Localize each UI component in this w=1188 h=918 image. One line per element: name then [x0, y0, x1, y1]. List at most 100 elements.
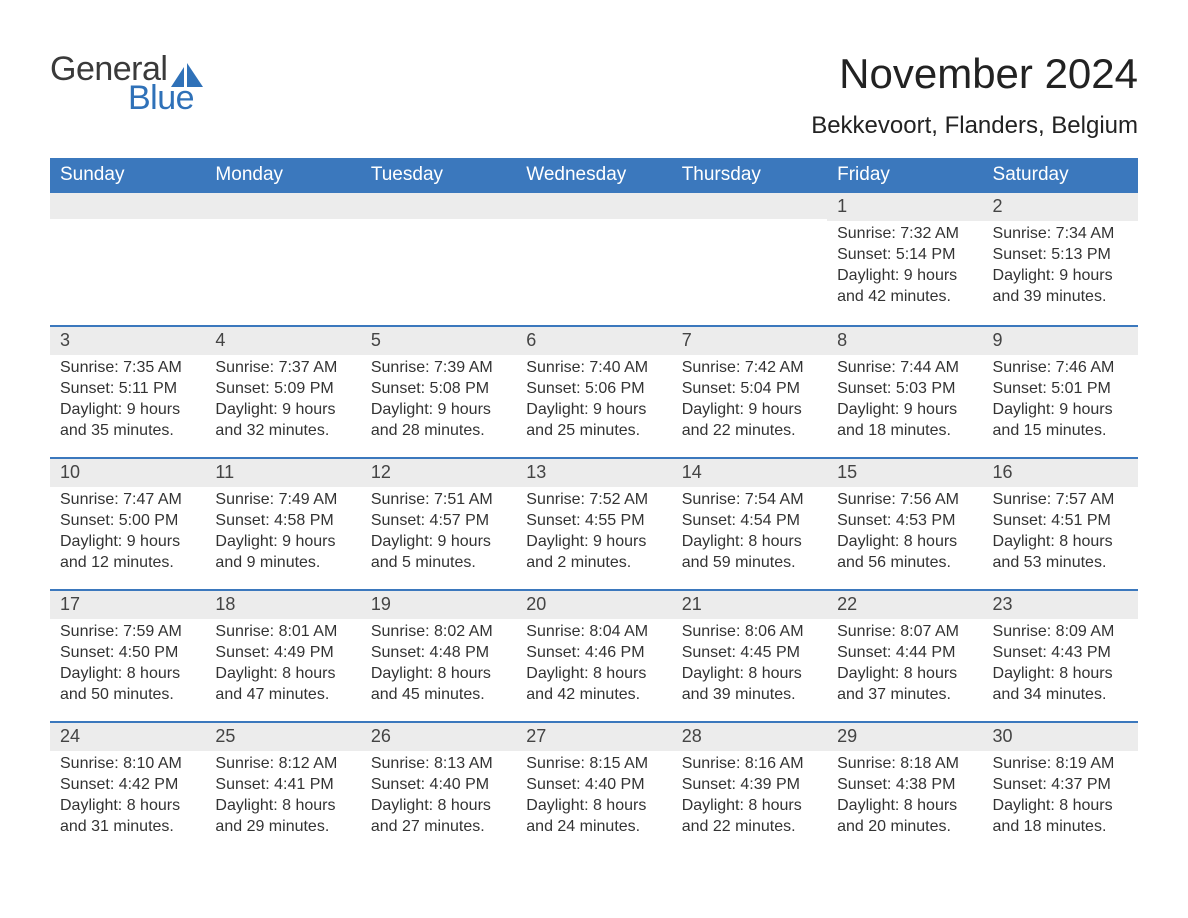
day-number: 5	[361, 327, 516, 355]
daylight-line-2: and 22 minutes.	[682, 421, 817, 442]
sunset-line: Sunset: 4:57 PM	[371, 511, 506, 532]
sunset-line: Sunset: 4:58 PM	[215, 511, 350, 532]
calendar: Sunday Monday Tuesday Wednesday Thursday…	[50, 158, 1138, 853]
day-body: Sunrise: 7:56 AMSunset: 4:53 PMDaylight:…	[827, 487, 982, 583]
day-cell: 15Sunrise: 7:56 AMSunset: 4:53 PMDayligh…	[827, 459, 982, 589]
sunset-line: Sunset: 4:51 PM	[993, 511, 1128, 532]
day-number: 15	[827, 459, 982, 487]
daylight-line-1: Daylight: 9 hours	[526, 532, 661, 553]
day-body: Sunrise: 7:52 AMSunset: 4:55 PMDaylight:…	[516, 487, 671, 583]
day-number: 25	[205, 723, 360, 751]
day-body: Sunrise: 8:10 AMSunset: 4:42 PMDaylight:…	[50, 751, 205, 847]
weekday-header: Thursday	[672, 158, 827, 193]
daylight-line-1: Daylight: 8 hours	[60, 664, 195, 685]
day-number: 24	[50, 723, 205, 751]
empty-day-band	[361, 193, 516, 219]
week-row: 3Sunrise: 7:35 AMSunset: 5:11 PMDaylight…	[50, 325, 1138, 457]
empty-day-band	[50, 193, 205, 219]
header: General Blue November 2024 Bekkevoort, F…	[50, 50, 1138, 140]
daylight-line-1: Daylight: 8 hours	[993, 796, 1128, 817]
weekday-header-row: Sunday Monday Tuesday Wednesday Thursday…	[50, 158, 1138, 193]
day-body: Sunrise: 7:32 AMSunset: 5:14 PMDaylight:…	[827, 221, 982, 317]
weekday-header: Friday	[827, 158, 982, 193]
daylight-line-1: Daylight: 8 hours	[371, 796, 506, 817]
day-body: Sunrise: 7:54 AMSunset: 4:54 PMDaylight:…	[672, 487, 827, 583]
sunrise-line: Sunrise: 7:32 AM	[837, 224, 972, 245]
sunset-line: Sunset: 4:45 PM	[682, 643, 817, 664]
sunset-line: Sunset: 4:37 PM	[993, 775, 1128, 796]
sunrise-line: Sunrise: 7:56 AM	[837, 490, 972, 511]
daylight-line-2: and 59 minutes.	[682, 553, 817, 574]
daylight-line-2: and 18 minutes.	[993, 817, 1128, 838]
day-body: Sunrise: 7:57 AMSunset: 4:51 PMDaylight:…	[983, 487, 1138, 583]
daylight-line-1: Daylight: 9 hours	[682, 400, 817, 421]
day-number: 7	[672, 327, 827, 355]
day-cell: 21Sunrise: 8:06 AMSunset: 4:45 PMDayligh…	[672, 591, 827, 721]
daylight-line-1: Daylight: 8 hours	[993, 664, 1128, 685]
empty-day-band	[205, 193, 360, 219]
sunrise-line: Sunrise: 7:57 AM	[993, 490, 1128, 511]
sunrise-line: Sunrise: 7:42 AM	[682, 358, 817, 379]
sunset-line: Sunset: 4:49 PM	[215, 643, 350, 664]
day-cell: 22Sunrise: 8:07 AMSunset: 4:44 PMDayligh…	[827, 591, 982, 721]
weekday-header: Saturday	[983, 158, 1138, 193]
daylight-line-2: and 31 minutes.	[60, 817, 195, 838]
sunset-line: Sunset: 4:55 PM	[526, 511, 661, 532]
day-cell: 27Sunrise: 8:15 AMSunset: 4:40 PMDayligh…	[516, 723, 671, 853]
day-cell: 4Sunrise: 7:37 AMSunset: 5:09 PMDaylight…	[205, 327, 360, 457]
day-cell	[361, 193, 516, 325]
daylight-line-1: Daylight: 8 hours	[682, 532, 817, 553]
day-cell: 18Sunrise: 8:01 AMSunset: 4:49 PMDayligh…	[205, 591, 360, 721]
day-number: 22	[827, 591, 982, 619]
day-body: Sunrise: 8:09 AMSunset: 4:43 PMDaylight:…	[983, 619, 1138, 715]
daylight-line-1: Daylight: 8 hours	[60, 796, 195, 817]
day-cell: 19Sunrise: 8:02 AMSunset: 4:48 PMDayligh…	[361, 591, 516, 721]
day-cell: 17Sunrise: 7:59 AMSunset: 4:50 PMDayligh…	[50, 591, 205, 721]
sunrise-line: Sunrise: 8:19 AM	[993, 754, 1128, 775]
sunset-line: Sunset: 4:48 PM	[371, 643, 506, 664]
daylight-line-1: Daylight: 8 hours	[993, 532, 1128, 553]
day-body: Sunrise: 8:02 AMSunset: 4:48 PMDaylight:…	[361, 619, 516, 715]
sunrise-line: Sunrise: 7:35 AM	[60, 358, 195, 379]
day-number: 26	[361, 723, 516, 751]
sunset-line: Sunset: 5:06 PM	[526, 379, 661, 400]
daylight-line-2: and 12 minutes.	[60, 553, 195, 574]
daylight-line-2: and 20 minutes.	[837, 817, 972, 838]
day-body: Sunrise: 7:39 AMSunset: 5:08 PMDaylight:…	[361, 355, 516, 451]
sunset-line: Sunset: 4:50 PM	[60, 643, 195, 664]
sunrise-line: Sunrise: 8:06 AM	[682, 622, 817, 643]
daylight-line-1: Daylight: 9 hours	[60, 532, 195, 553]
day-body: Sunrise: 8:06 AMSunset: 4:45 PMDaylight:…	[672, 619, 827, 715]
day-body: Sunrise: 8:19 AMSunset: 4:37 PMDaylight:…	[983, 751, 1138, 847]
daylight-line-1: Daylight: 8 hours	[837, 532, 972, 553]
weekday-header: Tuesday	[361, 158, 516, 193]
day-cell: 23Sunrise: 8:09 AMSunset: 4:43 PMDayligh…	[983, 591, 1138, 721]
daylight-line-2: and 37 minutes.	[837, 685, 972, 706]
day-body: Sunrise: 7:51 AMSunset: 4:57 PMDaylight:…	[361, 487, 516, 583]
day-cell	[672, 193, 827, 325]
day-cell: 29Sunrise: 8:18 AMSunset: 4:38 PMDayligh…	[827, 723, 982, 853]
sunrise-line: Sunrise: 8:10 AM	[60, 754, 195, 775]
sunrise-line: Sunrise: 8:16 AM	[682, 754, 817, 775]
daylight-line-1: Daylight: 8 hours	[682, 664, 817, 685]
sunset-line: Sunset: 5:11 PM	[60, 379, 195, 400]
day-cell: 3Sunrise: 7:35 AMSunset: 5:11 PMDaylight…	[50, 327, 205, 457]
week-row: 24Sunrise: 8:10 AMSunset: 4:42 PMDayligh…	[50, 721, 1138, 853]
daylight-line-2: and 47 minutes.	[215, 685, 350, 706]
day-cell: 10Sunrise: 7:47 AMSunset: 5:00 PMDayligh…	[50, 459, 205, 589]
sunrise-line: Sunrise: 7:49 AM	[215, 490, 350, 511]
day-cell: 25Sunrise: 8:12 AMSunset: 4:41 PMDayligh…	[205, 723, 360, 853]
day-body: Sunrise: 7:46 AMSunset: 5:01 PMDaylight:…	[983, 355, 1138, 451]
daylight-line-2: and 9 minutes.	[215, 553, 350, 574]
daylight-line-1: Daylight: 9 hours	[215, 532, 350, 553]
title-block: November 2024 Bekkevoort, Flanders, Belg…	[811, 50, 1138, 140]
day-cell: 26Sunrise: 8:13 AMSunset: 4:40 PMDayligh…	[361, 723, 516, 853]
sunset-line: Sunset: 4:40 PM	[526, 775, 661, 796]
empty-day-band	[516, 193, 671, 219]
sunset-line: Sunset: 5:09 PM	[215, 379, 350, 400]
day-body: Sunrise: 8:01 AMSunset: 4:49 PMDaylight:…	[205, 619, 360, 715]
day-cell	[205, 193, 360, 325]
sunrise-line: Sunrise: 8:01 AM	[215, 622, 350, 643]
daylight-line-2: and 28 minutes.	[371, 421, 506, 442]
daylight-line-1: Daylight: 9 hours	[993, 266, 1128, 287]
